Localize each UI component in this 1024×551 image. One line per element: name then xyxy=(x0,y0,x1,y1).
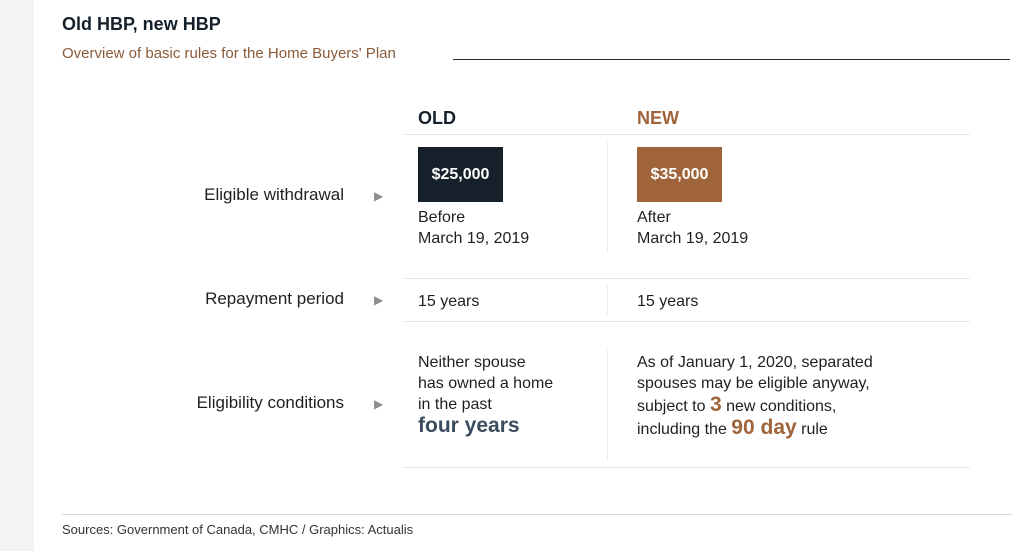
new-withdrawal-date: After March 19, 2019 xyxy=(637,207,748,249)
row-label-repayment: Repayment period xyxy=(205,289,344,308)
new-conditions-text: As of January 1, 2020, separated spouses… xyxy=(637,352,873,440)
new-conditions-line3-post: new conditions, xyxy=(721,398,837,415)
column-header-new: NEW xyxy=(637,108,679,128)
header-divider xyxy=(404,134,970,135)
new-conditions-line3: subject to 3 new conditions, xyxy=(637,394,873,417)
arrow-icon: ▶ xyxy=(374,189,384,203)
new-withdrawal-line2: March 19, 2019 xyxy=(637,230,749,247)
row-divider-3 xyxy=(404,467,970,468)
subtitle-rule xyxy=(453,59,1010,60)
col-divider-1 xyxy=(607,142,608,252)
footer-sources: Sources: Government of Canada, CMHC / Gr… xyxy=(62,522,414,537)
old-withdrawal-line2: March 19, 2019 xyxy=(418,230,530,247)
old-conditions-text: Neither spouse has owned a home in the p… xyxy=(418,352,553,436)
row-label-conditions: Eligibility conditions xyxy=(196,393,344,412)
old-conditions-line2: has owned a home xyxy=(418,375,554,392)
infographic-card: Old HBP, new HBP Overview of basic rules… xyxy=(34,0,1024,551)
new-conditions-count: 3 xyxy=(709,393,722,416)
new-conditions-line1: As of January 1, 2020, separated xyxy=(637,354,873,371)
column-header-old: OLD xyxy=(418,108,456,128)
new-repayment-value: 15 years xyxy=(637,293,699,310)
old-conditions-line3: in the past xyxy=(418,396,492,413)
new-conditions-line4-pre: including the xyxy=(637,421,732,438)
old-repayment-value: 15 years xyxy=(418,293,480,310)
row-divider-1 xyxy=(404,278,970,279)
old-withdrawal-line1: Before xyxy=(418,209,466,226)
page-subtitle: Overview of basic rules for the Home Buy… xyxy=(62,45,396,62)
arrow-icon: ▶ xyxy=(374,293,384,307)
old-amount-badge: $25,000 xyxy=(418,147,503,202)
old-conditions-emphasis: four years xyxy=(418,414,520,437)
row-label-withdrawal: Eligible withdrawal xyxy=(204,185,344,204)
new-conditions-line3-pre: subject to xyxy=(637,398,710,415)
new-conditions-day-rule: 90 day xyxy=(731,416,797,439)
new-conditions-line4-post: rule xyxy=(796,421,828,438)
row-divider-2 xyxy=(404,321,970,322)
new-amount-badge: $35,000 xyxy=(637,147,722,202)
old-withdrawal-date: Before March 19, 2019 xyxy=(418,207,529,249)
footer-rule xyxy=(62,514,1012,515)
arrow-icon: ▶ xyxy=(374,397,384,411)
new-conditions-line4: including the 90 day rule xyxy=(637,417,873,440)
new-withdrawal-line1: After xyxy=(637,209,671,226)
new-conditions-line2: spouses may be eligible anyway, xyxy=(637,375,870,392)
page-title: Old HBP, new HBP xyxy=(62,14,221,34)
old-conditions-line1: Neither spouse xyxy=(418,354,526,371)
col-divider-2 xyxy=(607,285,608,315)
col-divider-3 xyxy=(607,350,608,460)
